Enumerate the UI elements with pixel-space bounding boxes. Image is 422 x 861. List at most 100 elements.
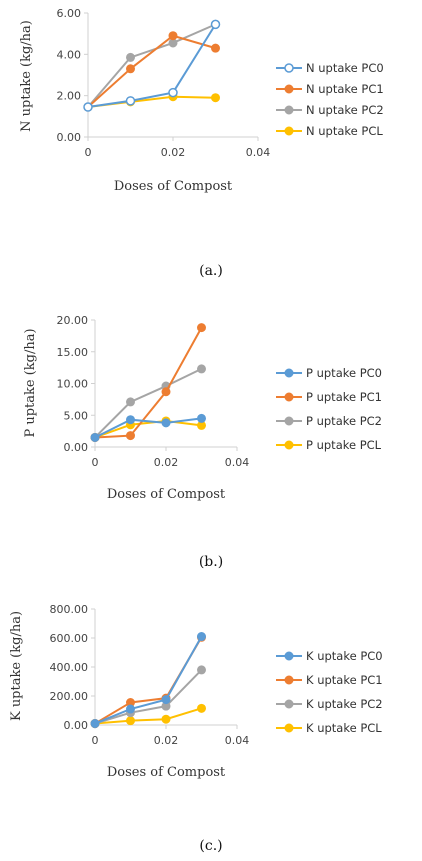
series-line — [87, 23, 217, 109]
series-line — [94, 636, 203, 725]
data-point — [197, 323, 206, 333]
series-line — [87, 34, 216, 108]
series-line — [94, 419, 202, 439]
legend-swatch-marker — [284, 699, 294, 709]
x-tick-label: 0 — [92, 456, 99, 469]
figure-caption: (a.) — [199, 263, 223, 279]
data-point — [126, 716, 135, 726]
legend-item: N uptake PCL — [276, 124, 383, 138]
legend-label: K uptake PC1 — [306, 673, 383, 687]
legend: P uptake PC0 P uptake PC1 P uptake PC2 P up… — [276, 366, 382, 452]
legend-item: K uptake PC0 — [276, 649, 383, 663]
chart-k-uptake: 0.00 200.00 400.00 600.00 800.00 0 0.02 0.04 Dos… — [9, 603, 383, 854]
chart-p-uptake: 0.00 5.00 10.00 15.00 20.00 0 0.02 0.04 Doses of… — [23, 314, 382, 570]
legend-item: P uptake PCL — [276, 438, 382, 452]
data-point — [90, 432, 100, 442]
y-tick-label: 200.00 — [50, 690, 89, 703]
data-point — [126, 704, 135, 714]
legend-label: P uptake PC1 — [306, 390, 382, 404]
data-point — [211, 93, 220, 103]
series-k-uptake-pc0 — [90, 632, 206, 729]
y-axis-label: K uptake (kg/ha) — [9, 611, 24, 721]
x-axis-label: Doses of Compost — [114, 179, 233, 194]
x-tick-label: 0 — [85, 146, 92, 159]
legend-swatch-marker — [284, 416, 294, 426]
data-point — [83, 102, 93, 112]
legend-swatch-marker — [284, 84, 294, 94]
data-point — [126, 64, 135, 74]
y-tick-label: 600.00 — [50, 632, 89, 645]
legend-item: N uptake PC2 — [276, 103, 384, 117]
legend-item: K uptake PC1 — [276, 673, 383, 687]
legend-label: K uptake PC2 — [306, 697, 383, 711]
y-tick-label: 5.00 — [64, 409, 89, 422]
y-axis-label: P uptake (kg/ha) — [23, 328, 38, 437]
y-tick-label: 0.00 — [57, 131, 82, 144]
y-tick-label: 0.00 — [64, 441, 89, 454]
data-point — [126, 397, 135, 407]
figure-caption: (b.) — [199, 554, 223, 570]
series-line — [94, 669, 203, 725]
legend: N uptake PC0 N uptake PC1 N uptake PC2 N up… — [276, 61, 384, 138]
legend-item: N uptake PC1 — [276, 82, 384, 96]
y-axis-label: N uptake (kg/ha) — [19, 20, 34, 132]
series-n-uptake-pc0 — [83, 19, 221, 112]
legend: K uptake PC0 K uptake PC1 K uptake PC2 K up… — [276, 649, 383, 735]
series-line — [94, 367, 202, 439]
legend-label: K uptake PC0 — [306, 649, 383, 663]
y-tick-label: 2.00 — [57, 90, 82, 103]
series-line — [94, 636, 203, 725]
data-point — [197, 665, 206, 675]
data-point — [126, 431, 135, 441]
series-line — [94, 417, 202, 439]
legend-swatch-marker — [284, 105, 294, 115]
legend-item: K uptake PC2 — [276, 697, 383, 711]
data-point — [168, 31, 178, 41]
legend-item: P uptake PC2 — [276, 414, 382, 428]
x-tick-label: 0.04 — [225, 456, 250, 469]
x-axis-label: Doses of Compost — [107, 765, 226, 780]
x-tick-label: 0.04 — [225, 734, 250, 747]
data-point — [210, 19, 221, 30]
series-line — [94, 707, 202, 725]
legend-label: K uptake PCL — [306, 721, 382, 735]
data-point — [168, 87, 178, 98]
data-point — [197, 413, 206, 423]
legend-swatch-marker — [284, 126, 294, 136]
series-line — [94, 327, 203, 439]
legend-swatch-marker — [284, 651, 294, 661]
legend-label: N uptake PC2 — [306, 103, 384, 117]
x-tick-label: 0.02 — [154, 734, 179, 747]
y-tick-label: 15.00 — [57, 346, 89, 359]
x-tick-label: 0.02 — [154, 456, 179, 469]
series-k-uptake-pc1 — [90, 632, 206, 729]
chart-n-uptake: 0.00 2.00 4.00 6.00 0 0.02 0.04 Doses of Compos… — [19, 7, 384, 279]
legend-item: P uptake PC1 — [276, 390, 382, 404]
data-point — [197, 364, 206, 374]
series-line — [87, 95, 216, 109]
data-point — [126, 415, 135, 425]
y-tick-label: 10.00 — [57, 378, 89, 391]
legend-swatch-marker — [284, 440, 294, 450]
legend-swatch-marker — [284, 368, 294, 378]
data-point — [197, 632, 206, 642]
series-n-uptake-pcl — [83, 92, 220, 112]
x-tick-label: 0.04 — [246, 146, 271, 159]
legend-label: P uptake PCL — [306, 438, 382, 452]
legend-label: N uptake PC1 — [306, 82, 384, 96]
legend-label: N uptake PC0 — [306, 61, 384, 75]
series-p-uptake-pc0 — [90, 413, 206, 442]
legend-item: K uptake PCL — [276, 721, 382, 735]
data-point — [90, 719, 100, 729]
data-point — [161, 695, 171, 705]
data-point — [161, 418, 171, 428]
legend-swatch-marker — [284, 675, 294, 685]
y-tick-label: 20.00 — [57, 314, 89, 327]
x-tick-label: 0 — [92, 734, 99, 747]
data-point — [126, 52, 135, 62]
x-tick-label: 0.02 — [161, 146, 186, 159]
y-tick-label: 800.00 — [50, 603, 89, 616]
legend-item: P uptake PC0 — [276, 366, 382, 380]
y-tick-label: 0.00 — [64, 719, 89, 732]
